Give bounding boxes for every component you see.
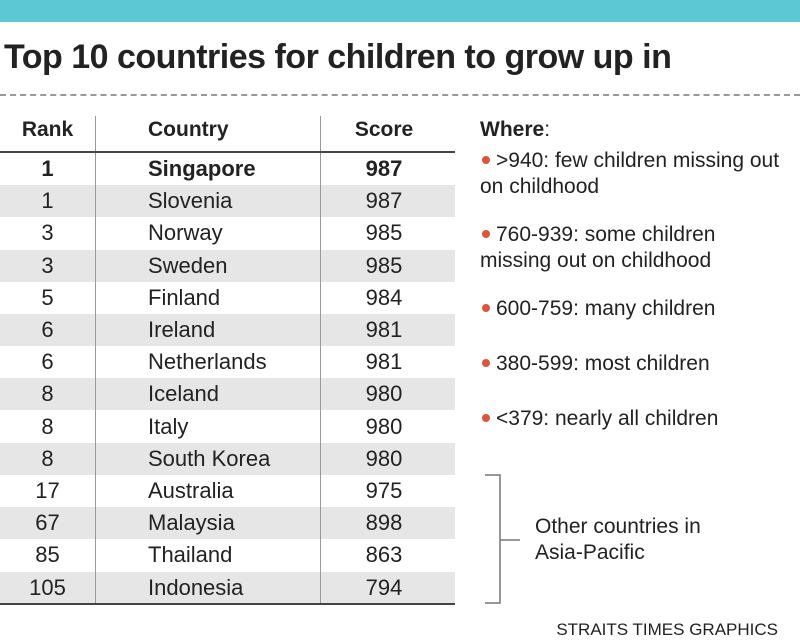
legend-item: >940: few children missing out on childh… [480, 149, 780, 198]
cell: Thailand [148, 542, 233, 568]
cell: 8 [41, 381, 54, 407]
cell: 17 [35, 478, 60, 503]
legend-title: Where: [480, 118, 551, 141]
cell: 1 [41, 188, 54, 214]
title: Top 10 countries for children to grow up… [4, 38, 672, 76]
cell: 1 [41, 156, 54, 181]
row-bg [0, 442, 455, 475]
cell: 67 [35, 510, 60, 536]
bottom-rule [0, 603, 455, 605]
cell: Australia [148, 478, 234, 503]
cell: 985 [365, 220, 403, 246]
cell: 980 [365, 413, 403, 439]
cell: 987 [365, 188, 403, 214]
cell: 6 [41, 349, 54, 375]
legend: Where: >940: few children missing out on… [480, 118, 780, 461]
cell: Norway [148, 220, 223, 246]
legend-item: 760-939: some children missing out on ch… [480, 222, 780, 274]
cell: 985 [365, 252, 403, 278]
legend-title-text: Where [480, 118, 545, 141]
row-bg [0, 249, 455, 282]
legend-item: 380-599: most children [480, 351, 780, 377]
row-bg [0, 185, 455, 218]
row-bg [0, 475, 455, 507]
cell: 8 [41, 445, 54, 471]
row-bg [0, 346, 455, 379]
header-rule [0, 151, 455, 153]
cell: Singapore [148, 156, 256, 181]
row-bg [0, 153, 455, 185]
cell: 6 [41, 317, 54, 342]
row-bg [0, 314, 455, 346]
cell: Indonesia [148, 574, 244, 600]
cell: Italy [148, 413, 189, 439]
cell: 898 [365, 510, 403, 536]
column-rule [320, 116, 321, 604]
cell: Malaysia [148, 510, 235, 536]
top-bar [0, 0, 800, 22]
cell: Ireland [148, 317, 216, 342]
legend-item: 600-759: many children [480, 296, 780, 322]
cell: 863 [365, 542, 403, 568]
credit: STRAITS TIMES GRAPHICS [556, 620, 778, 639]
cell: 975 [365, 478, 403, 503]
row-bg [0, 281, 455, 314]
cell: South Korea [148, 445, 271, 471]
cell: 105 [29, 574, 66, 600]
row-bg [0, 217, 455, 250]
row-bg [0, 571, 455, 604]
cell: Sweden [148, 252, 228, 278]
column-header: Country [148, 118, 229, 141]
column-header: Rank [21, 118, 74, 141]
cell: Netherlands [148, 349, 267, 375]
divider [0, 94, 800, 96]
row-bg [0, 378, 455, 411]
bracket [485, 474, 520, 604]
cell: 987 [365, 156, 403, 181]
cell: Slovenia [148, 188, 233, 214]
cell: Finland [148, 284, 221, 310]
cell: 5 [41, 284, 54, 310]
cell: 85 [35, 542, 60, 568]
note: Other countries in Asia-Pacific [535, 515, 701, 564]
legend-item: <379: nearly all children [480, 406, 780, 432]
cell: 3 [41, 252, 54, 278]
cell: 981 [365, 349, 403, 375]
cell: 980 [365, 445, 403, 471]
cell: 794 [365, 574, 403, 600]
row-bg [0, 410, 455, 443]
legend-items: >940: few children missing out on childh… [480, 148, 780, 432]
cell: 984 [365, 284, 403, 310]
row-bg [0, 539, 455, 572]
column-rule [95, 116, 96, 604]
cell: 8 [41, 413, 54, 439]
row-bg [0, 507, 455, 540]
column-header: Score [354, 118, 414, 141]
cell: 980 [365, 381, 403, 407]
cell: 981 [365, 317, 403, 342]
cell: 3 [41, 220, 54, 246]
cell: Iceland [148, 381, 219, 407]
